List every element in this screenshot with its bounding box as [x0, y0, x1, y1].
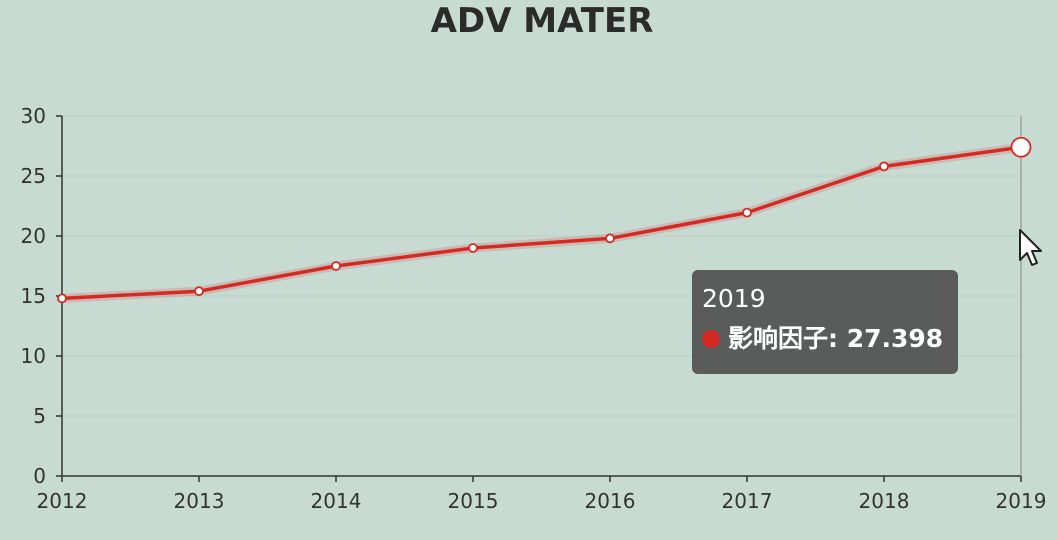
tooltip-series-dot [702, 330, 720, 348]
x-tick-label: 2015 [448, 489, 499, 513]
series-line [61, 145, 1022, 301]
x-tick-label: 2017 [722, 489, 773, 513]
data-point-highlighted [1010, 136, 1032, 158]
y-tick-label: 25 [21, 164, 46, 188]
data-point [57, 293, 67, 304]
data-point [331, 261, 341, 271]
x-tick-label: 2018 [859, 489, 910, 513]
x-tick-label: 2013 [174, 489, 225, 513]
data-point [879, 161, 889, 172]
y-tick-label: 0 [33, 464, 46, 488]
y-tick-label: 20 [21, 224, 46, 248]
chart-title: ADV MATER [431, 1, 654, 41]
x-tick-label: 2014 [311, 489, 362, 513]
y-tick-label: 15 [21, 284, 46, 308]
tooltip: 2019 影响因子 : 27.398 [692, 270, 958, 374]
x-axis-ticks: 2012 2013 2014 2015 2016 2017 2018 2019 [37, 476, 1047, 513]
y-tick-label: 30 [21, 104, 46, 128]
tooltip-series-name: 影响因子 [728, 324, 829, 353]
tooltip-row: 影响因子 : 27.398 [702, 324, 948, 354]
y-axis-ticks: 0 5 10 15 20 25 30 [21, 104, 62, 488]
y-tick-label: 5 [33, 404, 46, 428]
data-point [194, 286, 204, 297]
x-tick-label: 2012 [37, 489, 88, 513]
y-tick-label: 10 [21, 344, 46, 368]
series-group [57, 136, 1032, 304]
tooltip-title: 2019 [702, 284, 766, 313]
tooltip-value: 27.398 [846, 324, 944, 353]
x-tick-label: 2019 [996, 489, 1047, 513]
tooltip-separator: : [828, 324, 847, 353]
data-point [468, 243, 478, 253]
data-point [605, 233, 615, 244]
data-point [742, 207, 752, 218]
x-tick-label: 2016 [585, 489, 636, 513]
mouse-pointer-icon [1019, 229, 1042, 266]
grid-lines [62, 115, 1021, 417]
